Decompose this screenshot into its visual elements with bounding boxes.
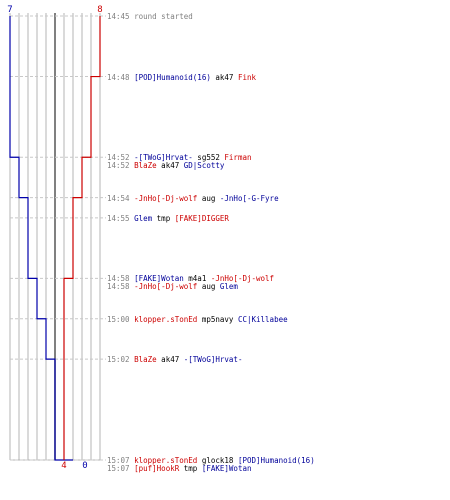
log-player: Glem [219,282,238,292]
event-guide-layer [10,15,106,461]
series-layer [9,16,101,461]
log-player: Firman [224,153,252,163]
log-entry: 15:00 klopper.sTonEd mp5navy CC|Killabee [107,315,288,324]
log-player: [FAKE]Wotan [201,464,252,473]
log-player: [POD]Humanoid(16) [237,456,315,465]
log-player: [FAKE]Wotan [134,274,184,284]
log-player: -JnHo[-Dj-wolf [134,193,198,203]
log-entry: 14:48 [POD]Humanoid(16) ak47 Fink [107,73,256,82]
log-entry: 14:52 -[TWoG]Hrvat- sg552 Firman [107,153,252,162]
log-player: [FAKE]DIGGER [174,213,229,223]
log-player: klopper.sTonEd [134,314,198,324]
log-weapon: ak47 [156,355,184,365]
log-time: 14:45 [107,12,135,21]
log-player: [POD]Humanoid(16) [134,72,211,82]
log-weapon: mp5navy [197,314,238,324]
log-player: -[TWoG]Hrvat- [134,153,193,163]
log-player: CC|Killabee [237,314,288,324]
log-player: -[TWoG]Hrvat- [183,355,243,365]
log-player: -JnHo[-Dj-wolf [210,274,275,284]
log-weapon: ak47 [210,72,238,82]
log-time: 14:52 [107,153,135,163]
blue-team-line [9,16,73,461]
log-time: 15:00 [107,314,135,324]
log-weapon: tmp [152,213,175,223]
log-time: 14:52 [107,161,135,171]
log-weapon: sg552 [192,153,225,163]
red-start-count: 8 [97,5,102,15]
log-player: [puf]HookR [134,464,180,473]
log-weapon: m4a1 [183,274,211,284]
log-weapon: aug [197,282,220,292]
log-player: klopper.sTonEd [134,456,198,465]
log-time: 14:55 [107,213,135,223]
log-player: -JnHo[-Dj-wolf [134,282,198,292]
log-entry: 14:45 round started [107,12,193,21]
blue-start-count: 7 [7,5,12,15]
red-team-line [63,16,101,460]
log-entry: 14:58 [FAKE]Wotan m4a1 -JnHo[-Dj-wolf [107,274,274,283]
log-time: 14:48 [107,72,135,82]
log-weapon: glock18 [197,456,238,465]
log-time: 15:07 [107,464,135,473]
log-player: BlaZe [134,355,157,365]
log-time: 15:02 [107,355,135,365]
log-time: 14:54 [107,193,135,203]
log-time: 14:58 [107,282,135,292]
log-weapon: ak47 [156,161,184,171]
log-entry: 14:52 BlaZe ak47 GD|Scotty [107,161,224,170]
log-time: 15:07 [107,456,135,465]
blue-end-count: 0 [82,461,87,471]
label-layer: 7 0 8 4 [7,5,102,471]
log-player: GD|Scotty [183,161,225,171]
log-time: 14:58 [107,274,135,284]
log-note: round started [134,12,193,21]
log-player: -JnHo[-G-Fyre [219,193,279,203]
log-entry: 15:07 [puf]HookR tmp [FAKE]Wotan [107,464,252,473]
log-player: Fink [237,72,257,82]
log-entry: 14:54 -JnHo[-Dj-wolf aug -JnHo[-G-Fyre [107,194,279,203]
log-weapon: tmp [179,464,202,473]
log-entry: 14:55 Glem tmp [FAKE]DIGGER [107,214,229,223]
log-weapon: aug [197,193,220,203]
log-entry: 15:02 BlaZe ak47 -[TWoG]Hrvat- [107,355,242,364]
log-entry: 15:07 klopper.sTonEd glock18 [POD]Humano… [107,456,315,465]
red-end-count: 4 [61,461,66,471]
log-player: BlaZe [134,161,157,171]
log-entry: 14:58 -JnHo[-Dj-wolf aug Glem [107,282,238,291]
log-player: Glem [134,213,153,223]
